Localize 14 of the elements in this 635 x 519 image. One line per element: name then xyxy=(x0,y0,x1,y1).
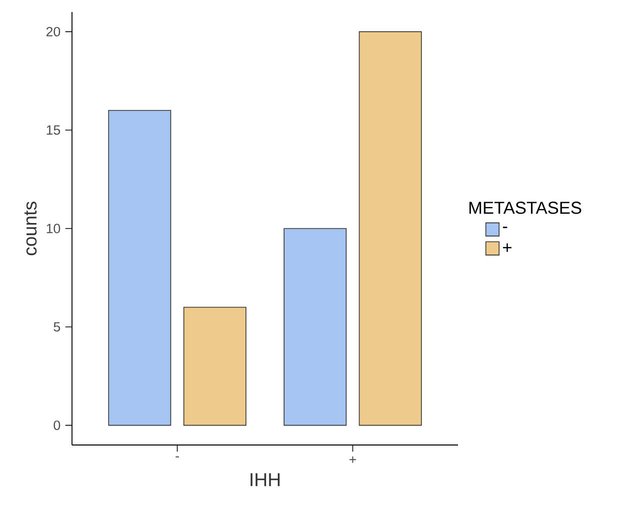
bar xyxy=(358,31,422,426)
y-tick-label: 0 xyxy=(54,420,60,430)
y-tick-label: 15 xyxy=(46,125,60,135)
y-tick-label: 10 xyxy=(46,224,60,234)
bar xyxy=(183,306,246,426)
y-tick-label: 5 xyxy=(54,322,60,332)
legend-label: - xyxy=(502,226,508,228)
legend-label: + xyxy=(503,243,512,252)
y-axis-title: counts xyxy=(24,202,37,256)
bar xyxy=(284,228,347,426)
legend-title: METASTASES xyxy=(469,202,582,214)
bar xyxy=(108,110,172,426)
y-tick-label: 20 xyxy=(46,26,60,36)
x-axis-title: IHH xyxy=(250,473,280,486)
